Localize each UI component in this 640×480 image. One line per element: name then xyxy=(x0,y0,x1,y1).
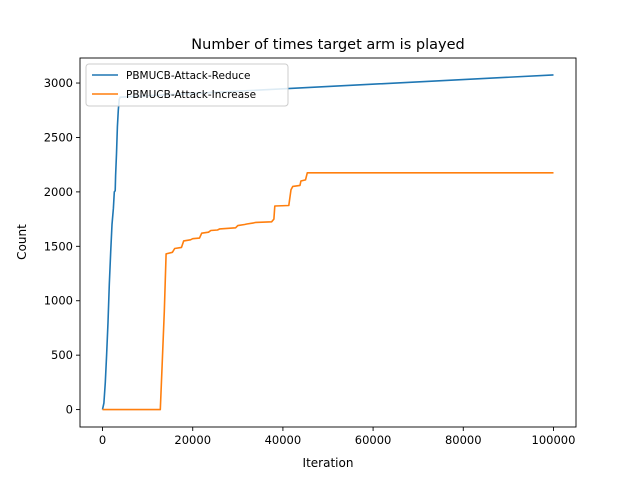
y-tick-label: 3000 xyxy=(44,76,73,90)
y-tick-label: 2500 xyxy=(44,130,73,144)
y-tick-label: 500 xyxy=(51,348,73,362)
y-tick-label: 1500 xyxy=(44,239,73,253)
legend-label-1: PBMUCB-Attack-Reduce xyxy=(126,70,251,82)
chart-title: Number of times target arm is played xyxy=(191,37,464,53)
plot-area xyxy=(101,74,554,411)
x-tick-label: 80000 xyxy=(445,433,482,447)
legend: PBMUCB-Attack-Reduce PBMUCB-Attack-Increa… xyxy=(85,63,289,107)
x-tick-label: 20000 xyxy=(174,433,211,447)
y-axis-label: Count xyxy=(15,224,29,260)
series-line-2 xyxy=(102,172,554,411)
legend-label-2: PBMUCB-Attack-Increase xyxy=(126,89,256,101)
x-tick-label: 0 xyxy=(99,433,106,447)
y-tick-label: 0 xyxy=(66,403,73,417)
x-axis-label: Iteration xyxy=(303,456,354,470)
axes-frame xyxy=(79,57,577,428)
y-tick-label: 1000 xyxy=(44,294,73,308)
y-tick-label: 2000 xyxy=(44,185,73,199)
x-tick-label: 100000 xyxy=(532,433,576,447)
series-line-1 xyxy=(101,74,554,410)
x-tick-label: 60000 xyxy=(355,433,392,447)
x-tick-label: 40000 xyxy=(265,433,302,447)
legend-box xyxy=(85,63,289,107)
axis-ticks: 0 20000 40000 60000 80000 100000 0 500 1000 1500 2… xyxy=(44,76,576,447)
